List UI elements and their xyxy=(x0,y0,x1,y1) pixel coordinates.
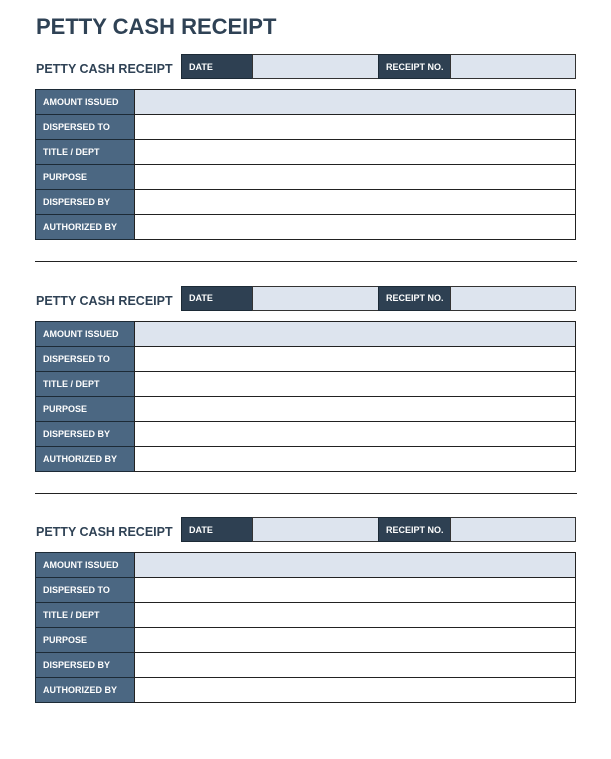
row-field xyxy=(134,189,576,215)
row-field xyxy=(134,420,576,447)
row-field xyxy=(134,445,576,472)
receipt-no-field xyxy=(450,54,576,79)
row-field xyxy=(134,214,576,240)
row-label: DISPERSED BY xyxy=(35,189,135,215)
row-label: DISPERSED BY xyxy=(35,652,135,678)
row-label: PURPOSE xyxy=(35,164,135,190)
row-field xyxy=(134,602,576,628)
row-label: AMOUNT ISSUED xyxy=(35,89,135,115)
receipt-heading: PETTY CASH RECEIPT xyxy=(36,525,173,539)
receipt-heading: PETTY CASH RECEIPT xyxy=(36,62,173,76)
date-field xyxy=(252,285,379,311)
receipt-no-label: RECEIPT NO. xyxy=(378,517,451,542)
row-label: DISPERSED BY xyxy=(35,420,135,447)
row-field xyxy=(134,139,576,165)
page-title: PETTY CASH RECEIPT xyxy=(36,14,277,39)
receipt-no-label: RECEIPT NO. xyxy=(378,54,451,79)
row-field xyxy=(134,370,576,397)
row-label: TITLE / DEPT xyxy=(35,370,135,397)
receipt-no-field xyxy=(450,285,576,311)
separator xyxy=(35,261,577,262)
row-label: DISPERSED TO xyxy=(35,114,135,140)
receipt-no-label: RECEIPT NO. xyxy=(378,285,451,311)
receipt-heading: PETTY CASH RECEIPT xyxy=(36,293,173,308)
row-field xyxy=(134,552,576,578)
row-label: AMOUNT ISSUED xyxy=(35,552,135,578)
row-label: PURPOSE xyxy=(35,395,135,422)
row-field xyxy=(134,114,576,140)
row-field xyxy=(134,395,576,422)
row-field xyxy=(134,677,576,703)
row-field xyxy=(134,652,576,678)
row-label: DISPERSED TO xyxy=(35,345,135,372)
separator xyxy=(35,492,577,494)
date-field xyxy=(252,517,379,542)
row-field xyxy=(134,89,576,115)
row-label: AUTHORIZED BY xyxy=(35,445,135,472)
date-label: DATE xyxy=(181,285,253,311)
row-label: TITLE / DEPT xyxy=(35,139,135,165)
date-label: DATE xyxy=(181,54,253,79)
row-label: AUTHORIZED BY xyxy=(35,677,135,703)
row-label: TITLE / DEPT xyxy=(35,602,135,628)
row-field xyxy=(134,320,576,347)
row-field xyxy=(134,577,576,603)
row-field xyxy=(134,627,576,653)
row-label: PURPOSE xyxy=(35,627,135,653)
date-label: DATE xyxy=(181,517,253,542)
receipt-no-field xyxy=(450,517,576,542)
row-field xyxy=(134,345,576,372)
row-label: DISPERSED TO xyxy=(35,577,135,603)
row-label: AUTHORIZED BY xyxy=(35,214,135,240)
row-field xyxy=(134,164,576,190)
date-field xyxy=(252,54,379,79)
row-label: AMOUNT ISSUED xyxy=(35,320,135,347)
